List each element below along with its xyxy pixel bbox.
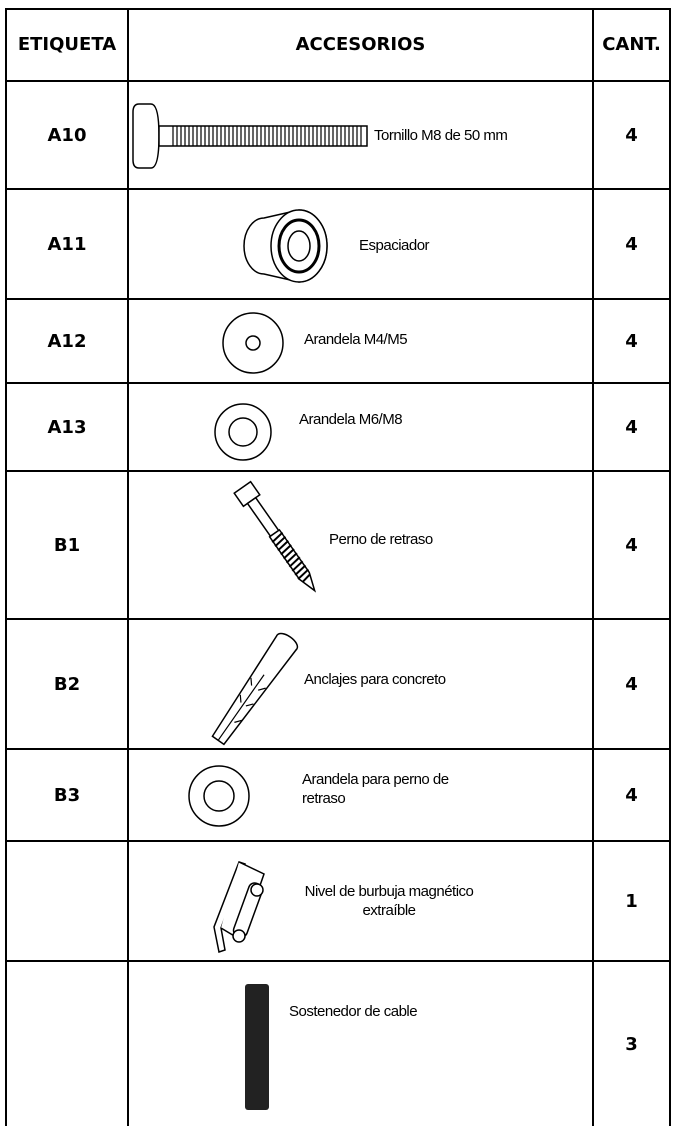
accessory-name: Perno de retraso (329, 531, 433, 548)
washer-icon (188, 765, 250, 827)
accessory-name: Arandela para perno de retraso (302, 771, 449, 807)
accessories-table: ETIQUETA ACCESORIOS CANT. A10 Tornillo M… (5, 8, 671, 1126)
quantity: 4 (592, 748, 671, 842)
label: A12 (5, 298, 129, 384)
accessory-name: Tornillo M8 de 50 mm (374, 127, 508, 144)
accessory-cell: Nivel de burbuja magnético extraíble (127, 840, 594, 962)
quantity: 4 (592, 470, 671, 620)
accessory-name: Arandela M4/M5 (304, 331, 408, 348)
accessory-cell: Arandela M4/M5 (127, 298, 594, 384)
accessory-cell: Anclajes para concreto (127, 618, 594, 750)
accessory-name: Espaciador (359, 237, 430, 254)
label: A11 (5, 188, 129, 300)
accessory-cell: Arandela para perno de retraso (127, 748, 594, 842)
accessory-name: Arandela M6/M8 (299, 411, 403, 428)
accessory-cell: Arandela M6/M8 (127, 382, 594, 472)
header-cell: ETIQUETA (5, 8, 129, 82)
accessory-cell: Perno de retraso (127, 470, 594, 620)
washer-icon (214, 403, 272, 461)
label (5, 840, 129, 962)
accessory-cell: Tornillo M8 de 50 mm (127, 80, 594, 190)
label: A13 (5, 382, 129, 472)
header-cell: ACCESORIOS (127, 8, 594, 82)
quantity: 4 (592, 618, 671, 750)
quantity: 4 (592, 298, 671, 384)
quantity: 4 (592, 188, 671, 300)
anchor-icon (211, 632, 299, 746)
header-cell: CANT. (592, 8, 671, 82)
accessory-name: Nivel de burbuja magnético extraíble (304, 883, 474, 919)
washer-icon (222, 312, 284, 374)
accessory-cell: Sostenedor de cable (127, 960, 594, 1126)
quantity: 4 (592, 382, 671, 472)
accessory-name: Sostenedor de cable (289, 1003, 418, 1020)
label: A10 (5, 80, 129, 190)
label: B3 (5, 748, 129, 842)
label: B2 (5, 618, 129, 750)
label: B1 (5, 470, 129, 620)
bolt-icon (132, 103, 368, 169)
quantity: 1 (592, 840, 671, 962)
cable-holder-icon (245, 984, 269, 1110)
lag-bolt-icon (233, 480, 317, 593)
level-icon (213, 861, 265, 953)
accessory-name: Anclajes para concreto (304, 671, 446, 688)
quantity: 3 (592, 960, 671, 1126)
label (5, 960, 129, 1126)
spacer-icon (243, 209, 328, 283)
quantity: 4 (592, 80, 671, 190)
accessory-cell: Espaciador (127, 188, 594, 300)
